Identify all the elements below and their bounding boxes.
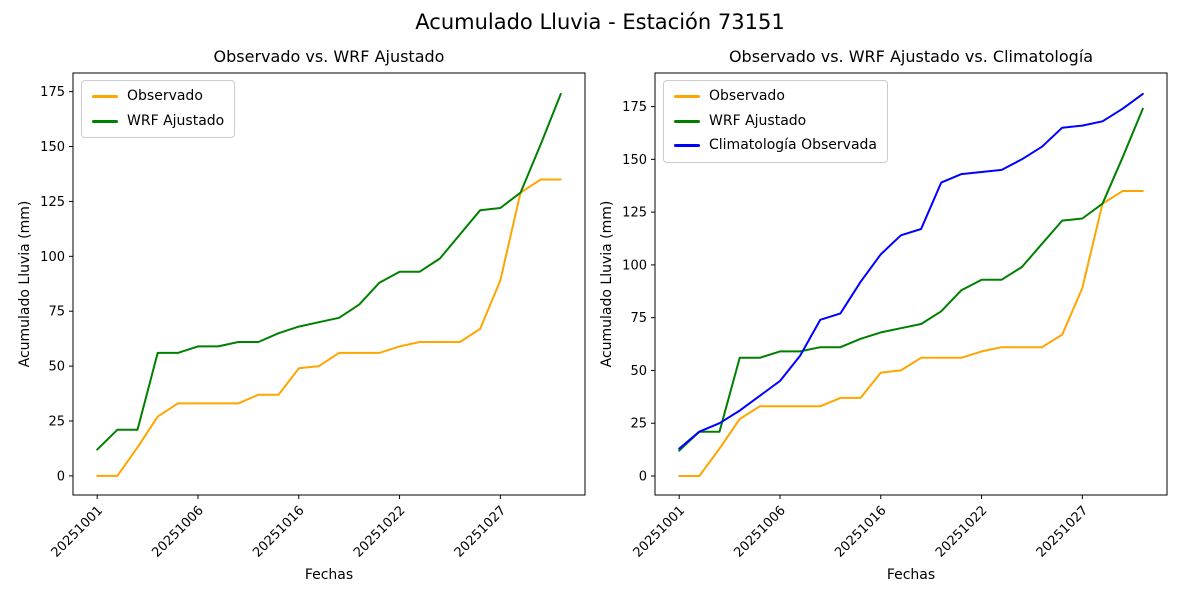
y-tick-label: 75	[630, 311, 647, 326]
legend-label: Observado	[127, 88, 203, 104]
y-tick-label: 150	[40, 140, 65, 155]
y-tick-label: 50	[48, 360, 65, 375]
y-tick-label: 50	[630, 364, 647, 379]
y-tick-label: 25	[48, 415, 65, 430]
left-y-axis-label: Acumulado Lluvia (mm)	[17, 200, 33, 368]
plot-border	[654, 72, 1168, 496]
y-tick-label: 0	[57, 469, 65, 484]
x-tick-label: 20251006	[149, 503, 206, 560]
legend-line-swatch	[92, 119, 118, 123]
series-line-observado	[678, 190, 1144, 477]
legend-label: WRF Ajustado	[709, 112, 807, 129]
left-chart-title: Observado vs. WRF Ajustado	[213, 47, 445, 66]
legend-item-wrf-ajustado: WRF Ajustado	[674, 113, 877, 131]
plot-border	[72, 72, 586, 496]
y-tick-label: 125	[40, 195, 65, 210]
x-tick-label: 20251006	[731, 503, 788, 560]
y-tick-label: 0	[639, 470, 647, 485]
legend-line-swatch	[674, 95, 700, 99]
x-tick-label: 20251001	[631, 503, 688, 560]
left-legend: Observado WRF Ajustado	[81, 80, 236, 138]
legend-item-wrf-ajustado: WRF Ajustado	[92, 113, 224, 131]
y-tick-label: 175	[40, 85, 65, 100]
y-tick-label: 100	[40, 250, 65, 265]
x-tick-label: 20251022	[351, 503, 408, 560]
x-tick-label: 20251027	[452, 503, 509, 560]
legend-label: WRF Ajustado	[127, 112, 225, 129]
legend-line-swatch	[674, 119, 700, 123]
y-tick-label: 25	[630, 417, 647, 432]
y-tick-label: 150	[622, 153, 647, 168]
x-tick-label: 20251001	[49, 503, 106, 560]
series-line-wrf-ajustado	[96, 92, 562, 451]
series-line-climatologia-observada	[678, 92, 1144, 450]
x-tick-label: 20251016	[250, 503, 307, 560]
x-tick-label: 20251016	[832, 503, 889, 560]
series-line-observado	[96, 178, 562, 477]
y-tick-label: 175	[622, 100, 647, 115]
legend-line-swatch	[92, 95, 118, 99]
series-line-wrf-ajustado	[678, 107, 1144, 452]
legend-label: Observado	[709, 88, 785, 104]
y-tick-label: 75	[48, 305, 65, 320]
legend-item-climatologia-observada: Climatología Observada	[674, 137, 877, 155]
left-x-axis-label: Fechas	[304, 567, 354, 583]
legend-item-observado: Observado	[674, 88, 877, 106]
legend-line-swatch	[674, 144, 700, 148]
legend-item-observado: Observado	[92, 88, 224, 106]
figure-title: Acumulado Lluvia - Estación 73151	[415, 10, 785, 34]
right-y-axis-label: Acumulado Lluvia (mm)	[599, 200, 615, 368]
legend-label: Climatología Observada	[709, 137, 877, 153]
x-tick-label: 20251027	[1034, 503, 1091, 560]
right-legend: Observado WRF Ajustado Climatología Observ…	[663, 80, 888, 163]
right-x-axis-label: Fechas	[886, 567, 936, 583]
right-chart-title: Observado vs. WRF Ajustado vs. Climatolo…	[728, 47, 1094, 66]
y-tick-label: 125	[622, 206, 647, 221]
x-tick-label: 20251022	[933, 503, 990, 560]
y-tick-label: 100	[622, 258, 647, 273]
